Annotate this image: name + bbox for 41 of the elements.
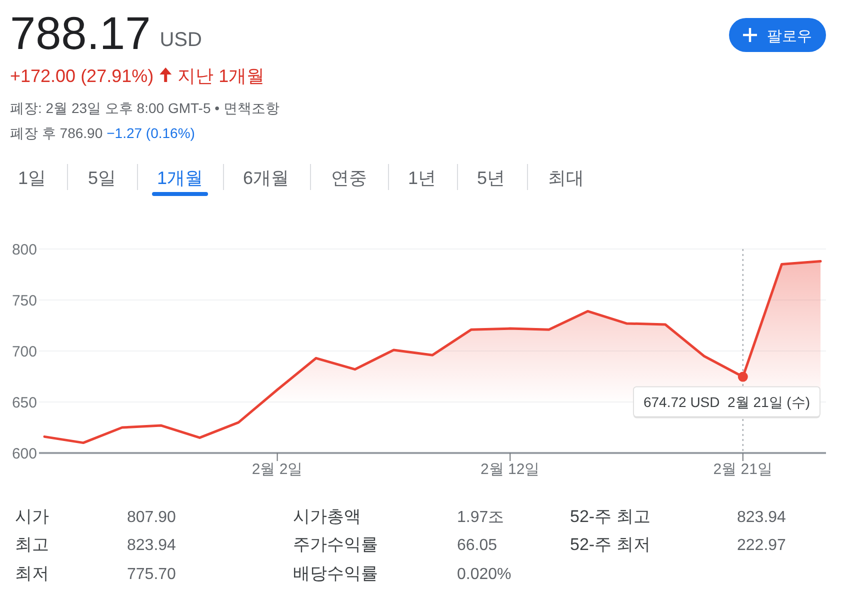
y-tick-label: 750 xyxy=(12,292,37,310)
y-tick-label: 600 xyxy=(12,446,37,462)
text: 823.94 xyxy=(737,509,786,526)
y-tick-label: 650 xyxy=(12,394,37,412)
text: 5년 xyxy=(477,168,506,188)
text: 52-주 최고 xyxy=(570,507,650,526)
text: 최저 xyxy=(15,564,49,583)
follow-button: 팔로우 xyxy=(729,18,826,52)
text: 연중 xyxy=(331,168,367,188)
text: 배당수익률 xyxy=(293,564,378,583)
text: +172.00 (27.91%) xyxy=(10,66,154,86)
text: 1.97조 xyxy=(457,509,504,526)
annotation: 674.72 USD 2월 21일 (수) xyxy=(643,394,810,410)
text: 1개월 xyxy=(157,168,204,188)
text: 222.97 xyxy=(737,537,786,554)
text: 0.020% xyxy=(457,566,512,583)
text: 775.70 xyxy=(127,566,176,583)
text: −1.27 (0.16%) xyxy=(106,125,195,141)
text: 주가수익률 xyxy=(293,535,378,554)
text: 지난 1개월 xyxy=(178,66,265,86)
y-tick-label: 800 xyxy=(12,242,37,258)
y-tick-label: 700 xyxy=(12,344,37,360)
text: 52-주 최저 xyxy=(570,535,650,554)
x-tick-label: 2월 12일 xyxy=(480,461,540,478)
text: 6개월 xyxy=(243,168,290,188)
text: 807.90 xyxy=(127,509,176,526)
x-tick-label: 2월 2일 xyxy=(252,461,303,478)
chart-title: 788.17 xyxy=(10,7,151,59)
text: 폐장: 2월 23일 오후 8:00 GMT-5 • 면책조항 xyxy=(10,100,280,116)
text: 5일 xyxy=(88,168,116,188)
text: 시가 xyxy=(15,507,49,526)
text: 폐장 후 786.90 xyxy=(10,125,103,141)
text: 1년 xyxy=(408,168,436,188)
text: 최대 xyxy=(548,168,584,188)
text: 823.94 xyxy=(127,537,176,554)
text: 최고 xyxy=(15,535,49,554)
text: 66.05 xyxy=(457,537,498,554)
text: 1일 xyxy=(18,168,46,188)
text: 시가총액 xyxy=(293,507,361,526)
text: USD xyxy=(160,29,202,51)
x-tick-label: 2월 21일 xyxy=(713,461,772,478)
